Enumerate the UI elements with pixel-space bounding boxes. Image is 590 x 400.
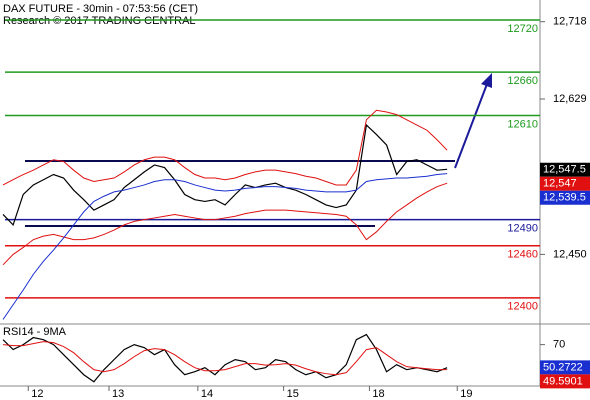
level-label: 12660	[507, 75, 538, 87]
price-tag-label: 50.2722	[543, 361, 583, 373]
level-label: 12490	[507, 223, 538, 235]
price-tag	[540, 176, 590, 191]
price-tag	[540, 374, 590, 389]
forecast-arrow-head	[481, 73, 492, 88]
chart-subtitle: Research © 2017 TRADING CENTRAL	[3, 15, 196, 27]
y-tick-label: 12,450	[553, 248, 587, 260]
series-line	[2, 173, 448, 320]
level-label: 12460	[507, 249, 538, 261]
x-tick-label: 12	[31, 388, 43, 400]
price-tag-label: 12,547.5	[543, 164, 586, 176]
series-line	[2, 123, 448, 227]
series-line	[2, 341, 448, 376]
series-line	[2, 333, 448, 383]
x-tick-label: 14	[201, 388, 213, 400]
indicator-title: RSI14 - 9MA	[3, 326, 67, 338]
x-tick-label: 13	[112, 388, 124, 400]
x-tick-label: 18	[372, 388, 384, 400]
x-tick-label: 19	[460, 388, 472, 400]
level-label: 12610	[507, 118, 538, 130]
price-tag-label: 49.5901	[543, 375, 583, 387]
series-line	[2, 182, 448, 266]
price-tag-label: 12,547	[543, 178, 577, 190]
series-line	[2, 109, 448, 186]
level-label: 12400	[507, 301, 538, 313]
price-tag	[540, 162, 590, 177]
chart-title: DAX FUTURE - 30min - 07:53:56 (CET)	[3, 3, 198, 15]
y-tick-label: 70	[553, 339, 565, 351]
forecast-arrow	[454, 83, 488, 169]
y-tick-label: 12,718	[553, 16, 587, 28]
y-tick-label: 12,629	[553, 93, 587, 105]
price-tag	[540, 190, 590, 205]
price-tag	[540, 360, 590, 375]
price-tag-label: 12,539.5	[543, 192, 586, 204]
level-label: 12720	[507, 23, 538, 35]
x-tick-label: 15	[287, 388, 299, 400]
